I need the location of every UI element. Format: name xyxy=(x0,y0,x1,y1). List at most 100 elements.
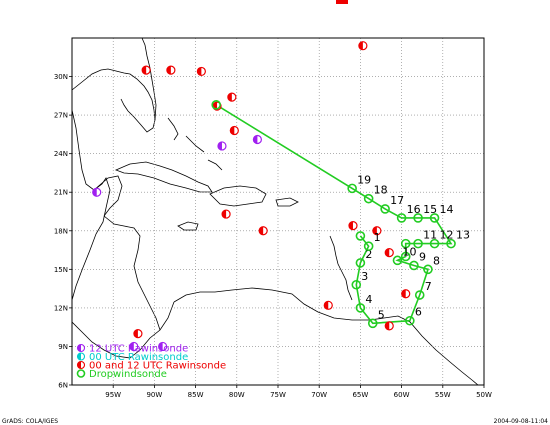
dropwindsonde-label: 18 xyxy=(374,184,388,197)
legend-symbol-fill xyxy=(77,344,81,352)
station-fill xyxy=(133,329,138,338)
x-tick-label: 75W xyxy=(270,391,286,399)
station-fill xyxy=(197,67,202,76)
x-tick-label: 65W xyxy=(352,391,368,399)
dropwindsonde-point xyxy=(363,241,374,251)
dropwindsonde-point xyxy=(446,238,456,249)
dropwindsonde-label: 3 xyxy=(361,270,368,283)
station-fill xyxy=(129,342,134,351)
legend-label: 00 UTC Rawinsonde xyxy=(89,352,188,363)
station-fill xyxy=(259,226,264,235)
dropwindsonde-label: 15 xyxy=(423,203,437,216)
legend-item: 00 and 12 UTC Rawinsonde xyxy=(76,361,226,372)
footer-right: 2004-09-08-11:04 xyxy=(494,418,549,425)
grid-lines xyxy=(72,38,484,385)
y-tick-label: 9N xyxy=(58,343,68,351)
dropwindsonde-label: 19 xyxy=(357,173,371,186)
dropwindsonde-point xyxy=(211,100,221,110)
station-fill xyxy=(92,188,97,197)
legend-label: 12 UTC Rawinsonde xyxy=(89,344,188,355)
bahamas-1 xyxy=(167,117,179,141)
jamaica xyxy=(177,221,199,231)
rawinsonde-station xyxy=(372,226,382,236)
x-tick-label: 85W xyxy=(188,391,204,399)
station-fill xyxy=(230,126,235,135)
station-fill xyxy=(401,289,406,298)
station-fill xyxy=(385,248,390,257)
puerto-rico xyxy=(275,197,299,207)
dropwindsonde-label: 11 xyxy=(423,229,437,242)
rawinsonde-stations xyxy=(92,41,411,352)
dropwindsonde-point xyxy=(355,303,366,313)
y-axis-ticks: 6N 9N 12N 15N 18N 21N 24N 27N 30N xyxy=(54,73,72,390)
station-fill xyxy=(166,66,171,75)
rawinsonde-station xyxy=(196,66,206,77)
rawinsonde-station xyxy=(158,341,168,352)
legend-item: 12 UTC Rawinsonde xyxy=(76,344,188,355)
rawinsonde-station xyxy=(358,41,368,51)
legend-symbol-fill xyxy=(77,361,81,369)
x-axis-ticks: 95W 90W 85W 80W 75W 70W 65W 60W 55W 50W xyxy=(105,385,492,399)
rawinsonde-station xyxy=(384,321,394,331)
y-tick-label: 27N xyxy=(54,112,68,120)
legend-label: Dropwindsonde xyxy=(89,369,167,380)
dropwindsonde-label: 6 xyxy=(415,306,422,319)
dropwindsonde-label: 8 xyxy=(433,254,440,267)
legend-symbol xyxy=(76,369,86,378)
dropwindsonde-label: 14 xyxy=(440,203,454,216)
rawinsonde-station xyxy=(133,328,143,339)
dropwindsonde-point xyxy=(405,315,415,326)
dropwindsonde-point xyxy=(396,213,407,223)
dropwindsonde-point xyxy=(363,193,374,204)
yucatan xyxy=(93,175,123,217)
dropwindsonde-label: 7 xyxy=(425,280,432,293)
y-tick-label: 21N xyxy=(54,189,68,197)
station-fill xyxy=(158,342,163,351)
y-tick-label: 6N xyxy=(58,382,68,390)
rawinsonde-station xyxy=(92,187,102,197)
dropwindsonde-point xyxy=(347,183,357,194)
y-tick-label: 30N xyxy=(54,73,68,81)
x-tick-label: 55W xyxy=(435,391,451,399)
legend-item: Dropwindsonde xyxy=(76,369,167,380)
rawinsonde-station xyxy=(166,65,176,75)
dropwindsonde-point xyxy=(351,279,362,290)
dropwindsonde-point xyxy=(413,213,423,223)
us-gulf-coast xyxy=(72,68,156,133)
dropwindsonde-label: 1 xyxy=(374,231,381,244)
dropwindsonde-point xyxy=(380,204,390,214)
x-tick-label: 60W xyxy=(394,391,410,399)
dropwindsonde-label: 9 xyxy=(419,250,426,263)
legend-label: 00 and 12 UTC Rawinsonde xyxy=(89,361,226,372)
dropwindsonde-track xyxy=(215,104,453,325)
legend-symbol-fill xyxy=(77,353,81,360)
track-line xyxy=(215,104,453,325)
dropwindsonde-label: 10 xyxy=(402,245,416,258)
rawinsonde-station xyxy=(227,92,237,102)
rawinsonde-station xyxy=(217,141,227,151)
x-tick-label: 80W xyxy=(229,391,245,399)
rawinsonde-station xyxy=(221,209,231,219)
title-marker xyxy=(336,0,348,4)
dropwindsonde-label: 16 xyxy=(407,203,421,216)
station-fill xyxy=(222,210,227,219)
us-atlantic-coast xyxy=(141,38,157,121)
dropwindsonde-point xyxy=(355,231,366,241)
dropwindsonde-label: 13 xyxy=(456,229,470,242)
footer-left: GrADS: COLA/IGES xyxy=(2,418,58,425)
rawinsonde-station xyxy=(229,125,239,136)
hispaniola xyxy=(209,185,267,207)
station-fill xyxy=(385,321,390,330)
rawinsonde-station xyxy=(129,341,139,352)
dropwindsonde-point xyxy=(423,264,433,275)
station-fill xyxy=(372,226,377,235)
central-america-pacific xyxy=(72,301,175,359)
y-tick-label: 15N xyxy=(54,266,68,274)
station-fill xyxy=(253,135,258,144)
dropwindsonde-point xyxy=(400,238,411,249)
rawinsonde-station xyxy=(384,248,394,258)
station-fill xyxy=(142,66,147,75)
